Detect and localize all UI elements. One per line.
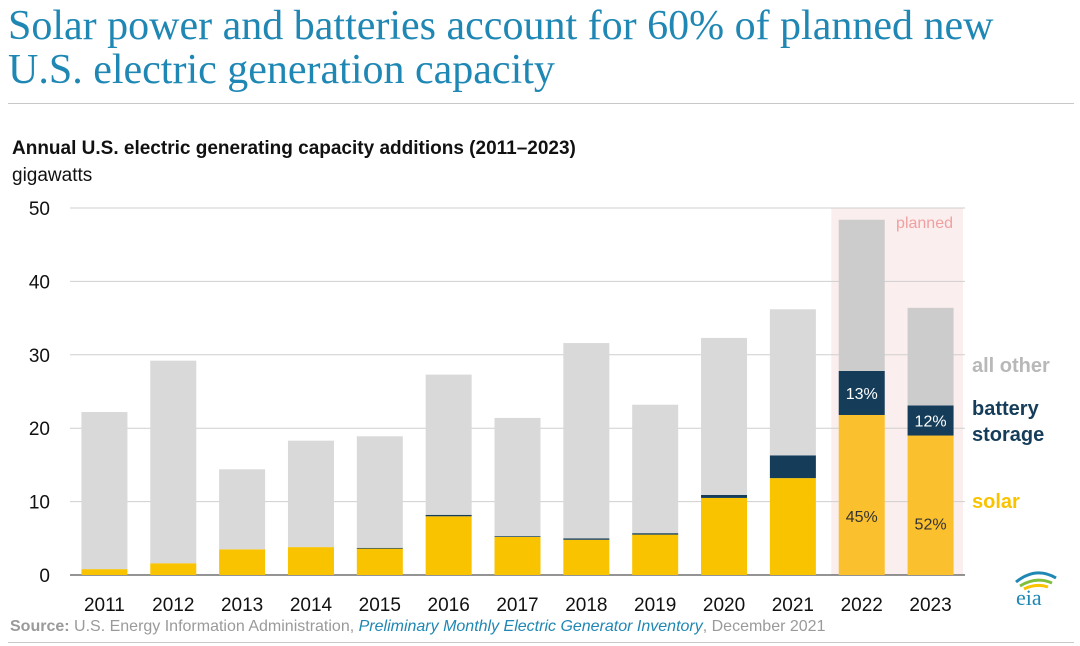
- bar-solar-2012: [150, 563, 197, 575]
- y-axis-label: gigawatts: [12, 165, 93, 186]
- headline: Solar power and batteries account for 60…: [8, 3, 994, 93]
- bar-solar-2022: [838, 414, 885, 575]
- x-tick-label: 2017: [496, 595, 538, 616]
- bar-other-2019: [632, 404, 679, 534]
- x-tick-label: 2011: [84, 595, 125, 616]
- bar-battery-2016: [425, 514, 472, 517]
- bar-other-2015: [356, 436, 403, 548]
- bar-battery-2018: [563, 538, 610, 540]
- source-date: , December 2021: [702, 618, 826, 635]
- eia-logo-text: eia: [1016, 585, 1042, 608]
- bar-solar-2011: [81, 569, 128, 575]
- x-tick-label: 2016: [428, 595, 470, 616]
- bar-solar-2015: [356, 548, 403, 575]
- bar-solar-2023: [907, 435, 954, 575]
- x-tick-label: 2023: [909, 595, 951, 616]
- x-tick-label: 2020: [703, 595, 745, 616]
- footer-divider: [8, 642, 1074, 643]
- capacity-chart: planned 0 10 20 30 40 50 2011 2012 2013 2014 2015 20…: [29, 199, 1050, 616]
- bar-battery-2021: [769, 455, 816, 479]
- source-publication-link[interactable]: Preliminary Monthly Electric Generator I…: [358, 618, 703, 635]
- bar-battery-2019: [632, 533, 679, 535]
- legend-solar: solar: [972, 491, 1020, 513]
- bar-solar-2020: [701, 497, 748, 575]
- x-tick-label: 2018: [565, 595, 607, 616]
- bar-other-2016: [425, 374, 472, 515]
- planned-label: planned: [896, 215, 953, 232]
- percent-label-2022-battery-storage: 13%: [846, 386, 878, 403]
- x-tick-label: 2021: [772, 595, 814, 616]
- bar-solar-2016: [425, 516, 472, 575]
- source-org: U.S. Energy Information Administration,: [74, 618, 355, 635]
- bar-solar-2017: [494, 536, 541, 575]
- bar-battery-2020: [701, 494, 748, 498]
- legend-battery-line1: battery: [972, 398, 1040, 420]
- y-tick-label: 30: [29, 346, 50, 367]
- bar-battery-2015: [356, 547, 403, 549]
- bar-other-2023: [907, 307, 954, 406]
- bar-solar-2021: [769, 478, 816, 575]
- legend-all-other: all other: [972, 355, 1050, 377]
- percent-label-2023-battery-storage: 12%: [915, 413, 947, 430]
- bar-solar-2019: [632, 534, 679, 575]
- bar-other-2021: [769, 309, 816, 456]
- y-tick-label: 50: [29, 199, 50, 220]
- percent-label-2023-solar: 52%: [915, 516, 947, 533]
- source-label: Source:: [10, 618, 70, 635]
- headline-divider: [8, 103, 1074, 104]
- y-tick-label: 20: [29, 419, 50, 440]
- x-tick-label: 2019: [634, 595, 676, 616]
- x-tick-label: 2022: [841, 595, 883, 616]
- chart-title: Annual U.S. electric generating capacity…: [12, 138, 576, 159]
- bar-solar-2014: [287, 547, 334, 575]
- x-tick-label: 2014: [290, 595, 333, 616]
- bar-other-2018: [563, 343, 610, 539]
- bar-solar-2013: [219, 549, 266, 575]
- percent-label-2022-solar: 45%: [846, 509, 878, 526]
- bar-other-2020: [701, 337, 748, 495]
- bar-battery-2023: [907, 405, 954, 436]
- bar-other-2012: [150, 360, 197, 564]
- y-tick-label: 40: [29, 272, 50, 293]
- bar-battery-2022: [838, 370, 885, 415]
- x-tick-label: 2015: [359, 595, 401, 616]
- eia-logo: eia: [1015, 571, 1057, 608]
- bar-other-2022: [838, 219, 885, 371]
- bar-other-2017: [494, 417, 541, 537]
- bar-other-2014: [287, 440, 334, 548]
- x-tick-label: 2013: [221, 595, 263, 616]
- source-note: Source: U.S. Energy Information Administ…: [10, 618, 825, 636]
- y-tick-label: 0: [39, 566, 50, 587]
- legend-battery-line2: storage: [972, 424, 1044, 446]
- x-tick-label: 2012: [152, 595, 194, 616]
- bar-other-2011: [81, 412, 128, 570]
- bar-solar-2018: [563, 539, 610, 575]
- bar-other-2013: [219, 469, 266, 550]
- y-tick-label: 10: [29, 493, 50, 514]
- bar-battery-2017: [494, 536, 541, 537]
